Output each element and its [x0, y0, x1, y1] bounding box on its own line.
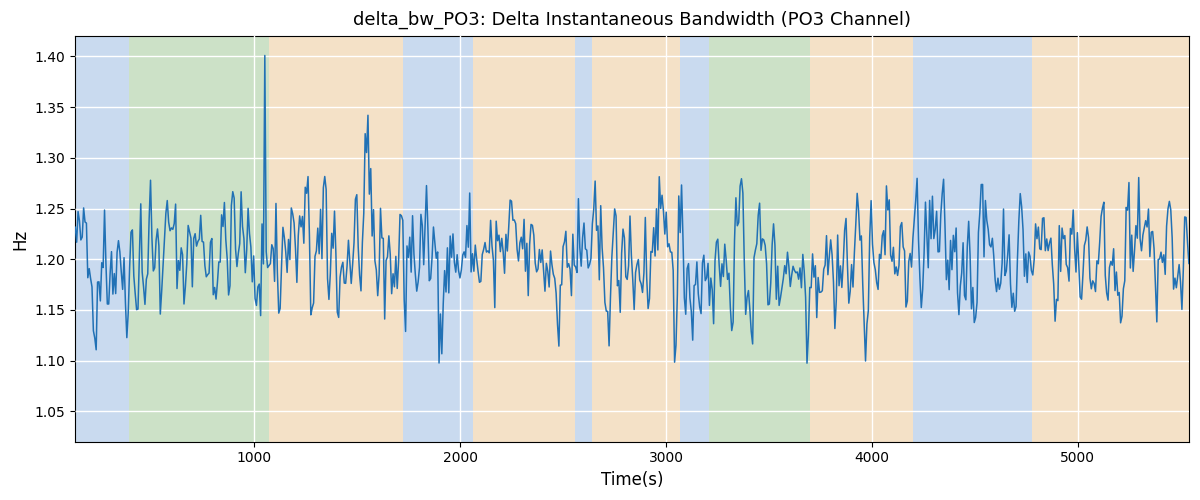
Bar	[76, 36, 128, 442]
Bar	[680, 36, 709, 442]
Bar	[592, 36, 680, 442]
Bar	[402, 36, 473, 442]
Bar	[128, 36, 269, 442]
Bar	[913, 36, 1032, 442]
Bar	[269, 36, 402, 442]
Y-axis label: Hz: Hz	[11, 228, 29, 250]
Bar	[810, 36, 913, 442]
Bar	[576, 36, 592, 442]
Bar	[473, 36, 576, 442]
X-axis label: Time(s): Time(s)	[601, 471, 664, 489]
Bar	[709, 36, 810, 442]
Bar	[1032, 36, 1189, 442]
Title: delta_bw_PO3: Delta Instantaneous Bandwidth (PO3 Channel): delta_bw_PO3: Delta Instantaneous Bandwi…	[353, 11, 911, 30]
